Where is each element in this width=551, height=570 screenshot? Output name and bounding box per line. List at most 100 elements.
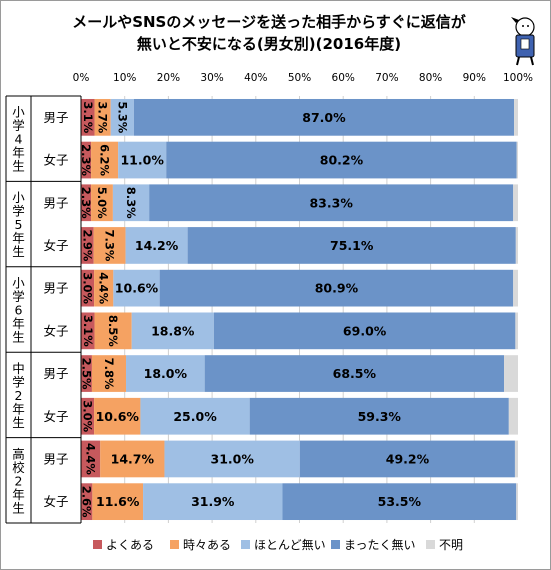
bar-segment-3 — [164, 440, 300, 478]
legend-label: ほとんど無い — [254, 537, 326, 552]
x-tick-label: 0% — [73, 72, 90, 84]
data-label: 2.3% — [79, 144, 93, 176]
bar-segment-2 — [94, 397, 141, 435]
row-label: 男子 — [43, 110, 68, 125]
x-tick-label: 60% — [332, 72, 355, 84]
chart-title-line-2: 無いと不安になる(男女別)(2016年度) — [137, 35, 401, 53]
bar-segment-1 — [81, 98, 95, 136]
data-label: 3.0% — [81, 400, 95, 432]
bar-segment-2 — [91, 355, 127, 392]
data-label: 7.8% — [102, 358, 116, 390]
x-tick-label: 70% — [375, 72, 398, 84]
mascot-shirt — [520, 38, 530, 50]
legend-label: まったく無い — [344, 537, 416, 552]
x-tick-label: 80% — [419, 72, 442, 84]
data-label: 11.0% — [120, 153, 164, 168]
data-label: 87.0% — [302, 110, 346, 125]
data-label: 10.6% — [115, 281, 159, 296]
group-label: 小学 4 年生 — [12, 105, 25, 174]
legend-swatch — [170, 540, 179, 549]
data-label: 75.1% — [330, 238, 374, 253]
bar-segment-5 — [516, 141, 518, 179]
bar-segment-5 — [514, 440, 518, 478]
data-label: 31.9% — [191, 494, 235, 509]
bar-segment-4 — [187, 227, 516, 264]
mascot-head — [515, 17, 535, 37]
group-label: 中学 2 年生 — [12, 361, 25, 430]
bar-segment-5 — [508, 397, 518, 435]
group-label: 高校 2 年生 — [12, 446, 25, 515]
data-label: 4.4% — [97, 272, 111, 304]
bar-segment-2 — [100, 440, 165, 478]
bar-segment-3 — [113, 269, 160, 307]
bar-segment-3 — [118, 141, 167, 179]
data-label: 59.3% — [358, 409, 402, 424]
x-tick-label: 90% — [463, 72, 486, 84]
bar-segment-1 — [81, 355, 92, 392]
data-label: 53.5% — [378, 494, 422, 509]
bar-segment-1 — [81, 440, 101, 478]
data-label: 3.0% — [81, 272, 95, 304]
data-label: 5.0% — [95, 187, 109, 219]
data-label: 49.2% — [386, 451, 430, 466]
bar-segment-4 — [166, 141, 517, 179]
data-label: 5.3% — [115, 101, 129, 133]
bar-segment-5 — [513, 269, 518, 307]
bar-segment-1 — [81, 184, 92, 222]
data-label: 14.2% — [135, 238, 179, 253]
mascot-illustration — [511, 17, 535, 66]
bar-segment-5 — [515, 227, 518, 264]
mascot-leg-right — [530, 56, 534, 66]
row-label: 女子 — [43, 238, 68, 253]
row-label: 女子 — [43, 153, 68, 168]
data-label: 68.5% — [333, 366, 377, 381]
group-label: 小学 5 年生 — [12, 190, 25, 259]
data-label: 3.7% — [96, 101, 110, 133]
x-tick-label: 100% — [503, 72, 533, 84]
x-tick-label: 50% — [288, 72, 311, 84]
data-label: 2.9% — [80, 229, 94, 261]
legend-swatch — [241, 540, 250, 549]
data-label: 18.8% — [151, 323, 195, 338]
bar-segment-5 — [516, 483, 518, 521]
bar-segment-5 — [513, 184, 518, 222]
data-label: 7.3% — [103, 229, 117, 261]
bar-segment-1 — [81, 397, 95, 435]
bar-segment-3 — [131, 312, 214, 350]
data-label: 3.1% — [81, 101, 95, 133]
bar-segment-4 — [204, 355, 505, 392]
mascot-hair — [511, 17, 519, 23]
group-label: 小学 6 年生 — [12, 276, 25, 345]
bar-segment-3 — [110, 98, 134, 136]
data-label: 6.2% — [98, 144, 112, 176]
bar-segment-1 — [81, 227, 94, 264]
data-label: 80.9% — [315, 281, 359, 296]
data-label: 8.3% — [124, 187, 138, 219]
bar-segment-1 — [81, 483, 93, 521]
x-tick-label: 40% — [244, 72, 267, 84]
bar-segment-4 — [299, 440, 515, 478]
legend-swatch — [426, 540, 435, 549]
bar-segment-3 — [140, 397, 250, 435]
row-label: 女子 — [43, 494, 68, 509]
bar-segment-5 — [514, 98, 518, 136]
row-label: 女子 — [43, 409, 68, 424]
data-label: 14.7% — [111, 451, 155, 466]
bar-segment-2 — [91, 141, 119, 179]
chart-title-line-1: メールやSNSのメッセージを送った相手からすぐに返信が — [72, 13, 467, 31]
bar-segment-1 — [81, 269, 95, 307]
data-label: 83.3% — [309, 195, 353, 210]
data-label: 3.1% — [81, 315, 95, 347]
bar-segment-4 — [249, 397, 509, 435]
bar-segment-2 — [94, 269, 114, 307]
x-tick-label: 30% — [200, 72, 223, 84]
data-label: 25.0% — [173, 409, 217, 424]
legend-swatch — [93, 540, 102, 549]
bar-segment-3 — [112, 184, 150, 222]
bar-segment-3 — [125, 227, 188, 264]
x-tick-label: 20% — [157, 72, 180, 84]
mascot-eye-right — [527, 25, 529, 27]
row-label: 女子 — [43, 323, 68, 338]
bar-segment-1 — [81, 312, 95, 350]
